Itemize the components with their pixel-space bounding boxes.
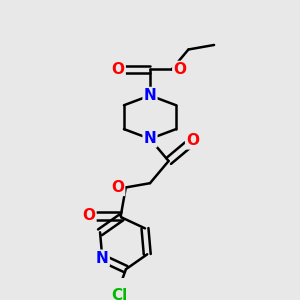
Text: O: O [82,208,95,224]
Text: O: O [173,62,186,77]
Text: O: O [111,180,124,195]
Text: O: O [186,134,199,148]
Text: O: O [112,62,125,77]
Text: N: N [96,251,109,266]
Text: N: N [144,131,156,146]
Text: Cl: Cl [111,288,127,300]
Text: N: N [144,88,156,103]
